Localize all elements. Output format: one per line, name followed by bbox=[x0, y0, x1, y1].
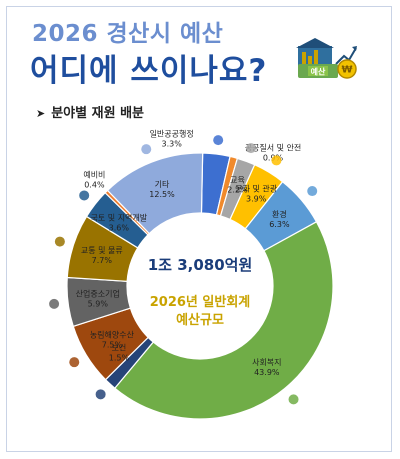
graduation-cap-icon bbox=[246, 143, 257, 154]
slice-13 bbox=[106, 152, 204, 235]
slice-label-5: 환경 bbox=[272, 209, 287, 219]
slice-value-11: 3.6% bbox=[109, 224, 130, 233]
bus-icon bbox=[54, 236, 65, 247]
budget-total: 1조 3,080억원 bbox=[148, 256, 253, 274]
slice-value-7: 1.5% bbox=[109, 354, 130, 363]
budget-caption-line1: 2026년 일반회계 bbox=[150, 294, 251, 310]
slice-value-13: 12.5% bbox=[149, 190, 175, 199]
slice-label-13: 기타 bbox=[155, 180, 170, 189]
slice-value-3: 2.2% bbox=[227, 186, 248, 195]
donut-slices bbox=[66, 152, 334, 420]
slice-label-2: 공공질서 및 안전 bbox=[245, 143, 302, 153]
title-question: 어디에 쓰이나요? bbox=[30, 53, 268, 89]
slice-label-6: 사회복지 bbox=[252, 358, 281, 367]
svg-text:₩: ₩ bbox=[341, 65, 352, 76]
tourist-icon bbox=[271, 155, 282, 166]
slice-label-10: 교통 및 물류 bbox=[81, 245, 123, 255]
slice-value-12: 0.4% bbox=[84, 180, 105, 189]
slice-value-4: 3.9% bbox=[246, 195, 267, 204]
slice-label-3: 교육 bbox=[230, 176, 245, 185]
slice-value-6: 43.9% bbox=[254, 368, 280, 377]
document-icon bbox=[141, 144, 152, 155]
arrow-icon: ➤ bbox=[36, 107, 46, 120]
budget-logo-icon: 예산 ₩ bbox=[296, 38, 357, 79]
slice-label-4: 문화 및 관광 bbox=[235, 184, 278, 194]
government-building-icon bbox=[213, 135, 224, 146]
slice-label-12: 예비비 bbox=[83, 169, 105, 179]
budget-caption-line2: 예산규모 bbox=[176, 312, 224, 328]
category-icons bbox=[49, 135, 318, 405]
slice-value-8: 7.5% bbox=[102, 340, 123, 349]
slice-label-8: 농림해양수산 bbox=[90, 329, 135, 339]
tree-icon bbox=[307, 186, 318, 197]
slice-value-1: 3.3% bbox=[161, 140, 182, 149]
title-year: 2026 경산시 예산 bbox=[32, 21, 224, 47]
slice-value-9: 5.9% bbox=[88, 300, 109, 309]
budget-logo-text: 예산 bbox=[311, 67, 326, 77]
slice-label-11: 국토 및 지역개발 bbox=[91, 213, 148, 223]
crane-icon bbox=[79, 190, 90, 201]
factory-icon bbox=[49, 298, 60, 309]
medical-cross-icon bbox=[95, 389, 106, 400]
slice-label-1: 일반공공행정 bbox=[150, 129, 194, 139]
slice-label-7: 보건 bbox=[112, 343, 127, 353]
family-icon bbox=[288, 394, 299, 405]
slice-value-5: 6.3% bbox=[269, 220, 290, 229]
chart-subtitle-text: 분야별 재원 배분 bbox=[51, 106, 144, 121]
slice-6 bbox=[113, 221, 334, 420]
slice-value-10: 7.7% bbox=[92, 256, 113, 265]
leaf-icon bbox=[69, 357, 80, 368]
chart-subtitle: ➤ 분야별 재원 배분 bbox=[36, 102, 144, 121]
slice-label-9: 산업중소기업 bbox=[76, 289, 120, 299]
